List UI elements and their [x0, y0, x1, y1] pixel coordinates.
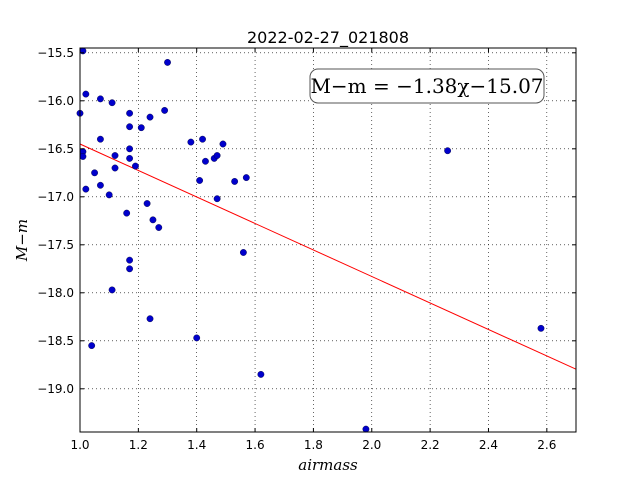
y-tick-label: −18.0 — [37, 286, 74, 300]
data-point — [202, 157, 209, 165]
data-point — [231, 178, 239, 185]
data-point — [155, 224, 163, 231]
data-point — [164, 59, 171, 66]
data-point — [111, 164, 119, 172]
data-point — [97, 181, 104, 189]
axis-ticks: 1.0 1.2 1.4 1.6 1.8 2.0 2.2 2.4 2.6 −15.5 −16.0 −16… — [37, 46, 576, 452]
data-point — [82, 90, 90, 98]
data-point — [146, 113, 154, 121]
data-point — [187, 138, 195, 146]
data-point — [196, 177, 204, 184]
data-point — [126, 123, 134, 131]
data-point — [146, 315, 154, 323]
data-point — [79, 153, 87, 160]
data-point — [242, 174, 250, 182]
chart-title: 2022-02-27_021808 — [247, 28, 409, 48]
data-point — [105, 191, 113, 199]
x-axis-label: airmass — [298, 456, 358, 474]
x-tick-label: 1.2 — [129, 438, 148, 452]
data-point — [257, 370, 265, 378]
data-point — [108, 286, 116, 294]
data-point — [199, 135, 206, 143]
y-tick-label: −17.0 — [37, 190, 74, 204]
data-point — [444, 147, 452, 155]
y-tick-label: −15.5 — [37, 46, 74, 60]
data-point — [97, 95, 104, 103]
data-point — [362, 425, 370, 433]
fit-line — [79, 143, 577, 370]
y-axis-label: M−m — [13, 219, 31, 262]
data-point — [126, 256, 134, 264]
data-point — [88, 342, 96, 349]
x-tick-label: 1.8 — [304, 438, 323, 452]
x-tick-label: 1.4 — [187, 438, 206, 452]
data-point — [239, 249, 247, 256]
data-point — [143, 200, 151, 207]
fit-equation-text: M−m = −1.38χ−15.07 — [310, 74, 543, 98]
y-tick-label: −18.5 — [37, 334, 74, 348]
data-point — [219, 140, 227, 148]
plot-frame — [79, 47, 577, 433]
fit-annotation: M−m = −1.38χ−15.07 — [309, 68, 545, 104]
x-tick-label: 2.6 — [537, 438, 556, 452]
data-point — [126, 265, 134, 273]
data-point — [213, 152, 221, 159]
data-point — [91, 169, 98, 177]
data-point — [161, 107, 169, 114]
data-point — [149, 216, 157, 224]
data-point — [213, 195, 221, 203]
data-point — [126, 109, 134, 117]
data-point — [137, 124, 145, 132]
data-point — [108, 99, 116, 107]
data-point — [82, 185, 90, 193]
data-point — [193, 334, 201, 342]
x-tick-label: 1.6 — [246, 438, 265, 452]
data-point — [132, 162, 139, 170]
fit-line-group — [79, 143, 577, 370]
x-tick-label: 2.0 — [362, 438, 381, 452]
y-tick-label: −19.0 — [37, 382, 74, 396]
annotation-box — [309, 68, 545, 104]
data-point — [97, 135, 104, 143]
data-point — [126, 145, 134, 153]
x-tick-label: 2.4 — [479, 438, 498, 452]
data-point — [123, 209, 131, 217]
y-tick-label: −16.5 — [37, 142, 74, 156]
data-point — [537, 324, 545, 332]
data-points — [76, 47, 545, 433]
data-point — [126, 154, 134, 162]
x-tick-label: 2.2 — [421, 438, 440, 452]
x-tick-label: 1.0 — [70, 438, 89, 452]
y-tick-label: −17.5 — [37, 238, 74, 252]
y-tick-label: −16.0 — [37, 94, 74, 108]
data-point — [111, 152, 119, 159]
